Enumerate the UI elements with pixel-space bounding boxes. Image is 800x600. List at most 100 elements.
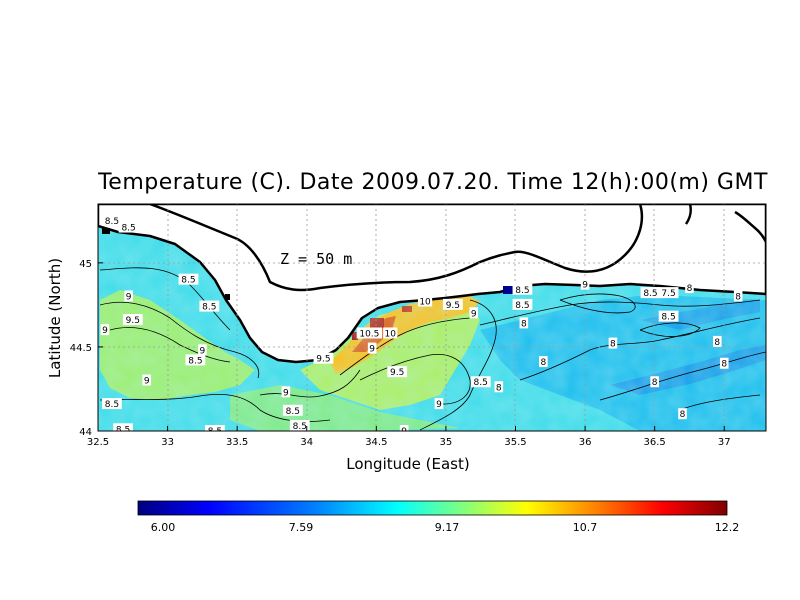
contour-label: 9 xyxy=(399,425,409,431)
y-tick-label: 44.5 xyxy=(70,343,92,354)
contour-label-text: 8.5 xyxy=(121,224,135,234)
contour-label: 8 xyxy=(650,376,659,388)
contour-label-bg xyxy=(383,327,398,339)
contour-label-text: 8 xyxy=(521,319,527,329)
x-axis-label: Longitude (East) xyxy=(346,455,469,473)
contour-label-bg xyxy=(719,357,729,369)
contour-label-bg xyxy=(102,398,122,410)
colorbar-label-2: 7.59 xyxy=(289,521,314,534)
contour-label: 8 xyxy=(719,357,729,370)
contour-label-text: 8 xyxy=(721,360,727,370)
contour-label-text: 8.5 xyxy=(515,301,529,311)
contour-label: 8 xyxy=(685,282,694,294)
contour-label: 8.5 xyxy=(289,419,310,432)
colorbar-label-3: 9.17 xyxy=(435,521,460,534)
x-tick-label: 35 xyxy=(440,437,453,448)
contour-label-text: 8 xyxy=(687,284,693,294)
contour-label-text: 9.5 xyxy=(390,368,404,378)
contour-label: 8 xyxy=(539,356,548,368)
contour-label-bg xyxy=(100,324,110,336)
contour-label-bg xyxy=(178,273,199,285)
contour-label: 8.5 xyxy=(102,214,122,227)
contour-label-bg xyxy=(712,335,722,347)
contour-label: 8.5 xyxy=(640,287,661,299)
contour-label-bg xyxy=(102,214,122,226)
contour-label: 9 xyxy=(198,344,207,356)
contour-label: 8.5 xyxy=(512,283,533,296)
grid-lines xyxy=(98,204,766,431)
contour-label-text: 8.5 xyxy=(643,289,657,299)
contour-label-text: 8 xyxy=(540,358,546,368)
contour-label: 10 xyxy=(417,295,433,308)
contour-label-bg xyxy=(142,374,152,386)
contour-label-text: 9 xyxy=(283,388,289,398)
contour-label-bg xyxy=(282,404,303,416)
contour-label-text: 8.5 xyxy=(105,217,119,227)
contour-label-bg xyxy=(580,278,590,290)
contour-line xyxy=(339,317,471,376)
contour-label-bg xyxy=(442,298,463,310)
contour-label: 9 xyxy=(142,374,152,387)
contour-label: 9.5 xyxy=(387,366,408,378)
contour-label-text: 9 xyxy=(436,400,442,410)
contour-label: 8.5 xyxy=(658,310,679,323)
contour-label: 8 xyxy=(608,337,618,350)
x-tick-label: 32.5 xyxy=(87,437,109,448)
contour-label-text: 10 xyxy=(419,298,431,308)
contour-line xyxy=(479,299,761,326)
kerch-coastline-east xyxy=(734,210,766,243)
x-tick-label: 33.5 xyxy=(226,437,248,448)
contour-label-bg xyxy=(685,282,694,294)
contour-label-bg xyxy=(470,376,491,388)
x-tick-label: 35.5 xyxy=(504,437,526,448)
contour-line xyxy=(99,301,260,379)
contour-label-text: 9 xyxy=(369,345,375,355)
contour-label: 8.5 xyxy=(102,398,122,410)
contour-label-bg xyxy=(281,386,291,398)
contour-label-bg xyxy=(512,298,533,310)
x-tick-label: 36.5 xyxy=(644,437,666,448)
contour-line xyxy=(679,394,761,411)
contour-line xyxy=(599,351,766,401)
contour-label-text: 8.5 xyxy=(105,400,119,410)
contour-line xyxy=(519,317,761,381)
contour-label: 8.5 xyxy=(199,300,220,313)
x-tick-label: 33 xyxy=(161,437,174,448)
contour-label-bg xyxy=(198,344,207,356)
axis-ticks: 32.5 33 33.5 34 34.5 35 35.5 36 36.5 37 44 44.5 45 xyxy=(70,259,731,448)
contour-label-bg xyxy=(539,356,548,368)
contour-label-text: 8.5 xyxy=(661,313,675,323)
contour-label-bg xyxy=(519,317,529,329)
contour-label: 7.5 xyxy=(658,287,679,299)
contour-label-bg xyxy=(434,398,444,410)
contour-label-text: 8.5 xyxy=(293,422,307,432)
contour-line xyxy=(99,394,331,422)
contour-label-text: 7.5 xyxy=(661,289,675,299)
contour-label-text: 8 xyxy=(714,338,720,348)
contour-label-text: 8.5 xyxy=(286,407,300,417)
contour-label: 8.5 xyxy=(470,376,491,388)
plot-frame xyxy=(97,203,767,432)
contour-line xyxy=(559,293,636,314)
colorbar-label-min: 6.00 xyxy=(151,521,176,534)
depth-label: Z = 50 m xyxy=(280,250,352,268)
contour-label: 8.5 xyxy=(178,273,199,286)
contour-label-bg xyxy=(512,283,533,295)
contour-label-text: 9.5 xyxy=(446,301,460,311)
contour-label-text: 9.5 xyxy=(316,355,330,365)
contour-label-text: 8 xyxy=(496,383,502,393)
cold-coastal-cell xyxy=(503,286,515,294)
contour-label: 8.5 xyxy=(118,221,139,234)
contour-label-bg xyxy=(658,287,679,299)
contour-label-text: 10 xyxy=(385,329,397,339)
contour-label-text: 9 xyxy=(200,346,206,356)
contour-label-text: 8 xyxy=(735,292,741,302)
contour-label-bg xyxy=(417,295,433,307)
contour-label: 8.5 xyxy=(512,298,533,311)
x-tick-label: 34.5 xyxy=(365,437,387,448)
colorbar-label-max: 12.2 xyxy=(715,521,740,534)
contour-label: 8 xyxy=(494,381,504,393)
y-tick-label: 45 xyxy=(79,259,92,270)
